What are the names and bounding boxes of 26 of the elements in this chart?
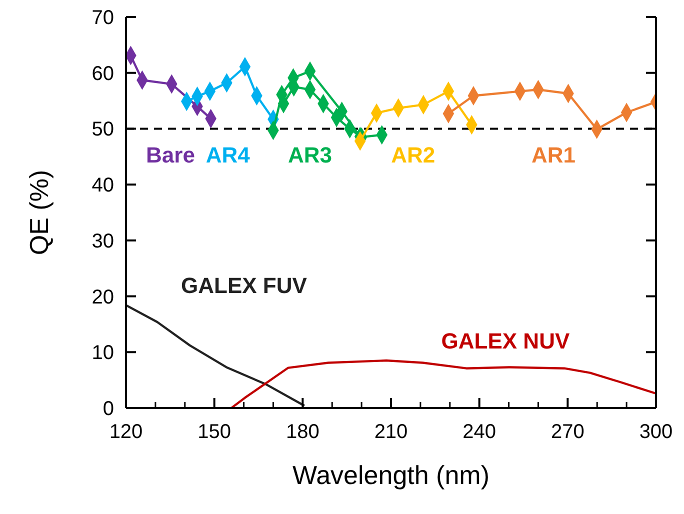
- x-tick-label: 270: [550, 421, 584, 443]
- x-tick-label: 240: [462, 421, 496, 443]
- y-tick-label: 10: [92, 342, 114, 364]
- x-axis-title: Wavelength (nm): [292, 460, 490, 490]
- series-label: AR3: [288, 142, 332, 168]
- x-tick-label: 300: [639, 421, 673, 443]
- y-tick-label: 40: [92, 174, 114, 197]
- y-tick-label: 0: [102, 398, 114, 420]
- series-label: GALEX FUV: [181, 273, 308, 298]
- y-tick-label: 50: [92, 118, 114, 141]
- y-tick-label: 70: [92, 7, 114, 29]
- x-tick-label: 180: [286, 421, 320, 443]
- y-axis-title: QE (%): [24, 170, 54, 256]
- x-tick-label: 210: [374, 421, 408, 443]
- series-label: Bare: [146, 142, 195, 168]
- y-tick-label: 60: [92, 62, 114, 85]
- line-series: [230, 359, 656, 408]
- x-tick-label: 150: [198, 421, 232, 443]
- series-label: GALEX NUV: [441, 328, 570, 354]
- x-tick-label: 120: [109, 421, 143, 443]
- line-series: [126, 304, 306, 407]
- y-tick-label: 30: [92, 230, 114, 252]
- y-tick-label: 20: [92, 286, 114, 308]
- series-label: AR2: [391, 142, 436, 168]
- series-label: AR1: [531, 142, 576, 168]
- series-label: AR4: [206, 142, 251, 168]
